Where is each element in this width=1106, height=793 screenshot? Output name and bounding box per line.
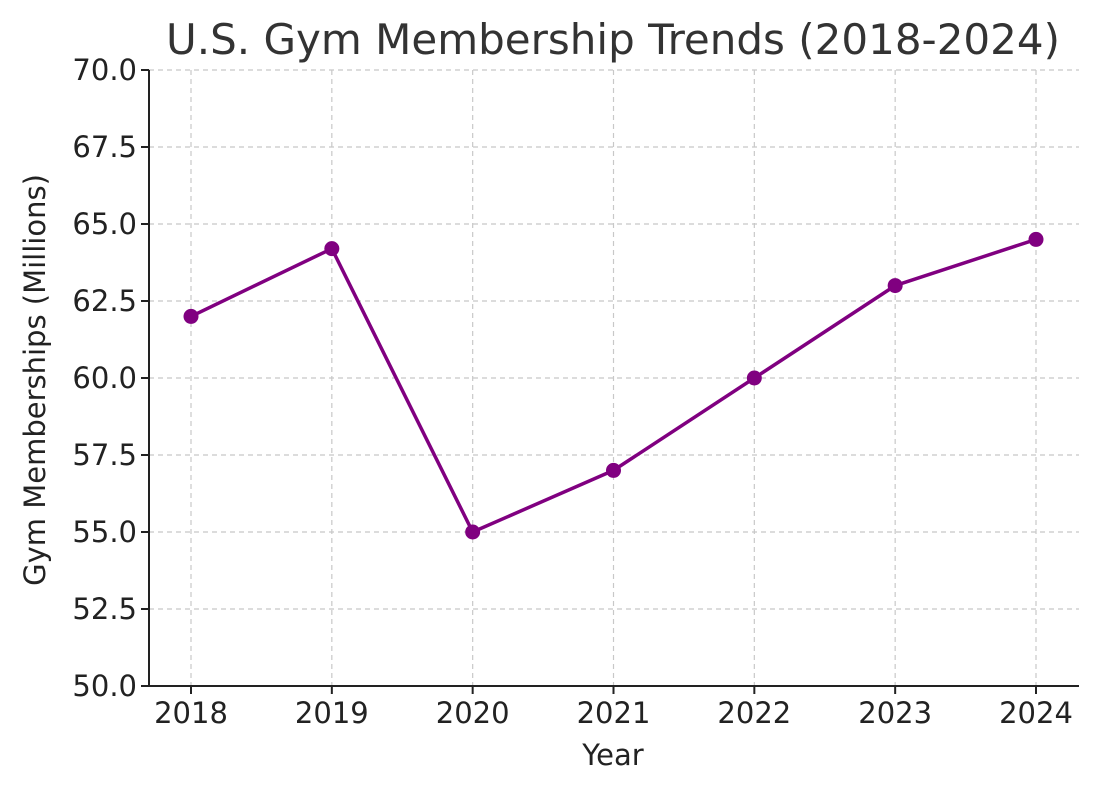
data-point-2021 (606, 462, 621, 478)
data-point-2020 (465, 524, 481, 540)
gridlines (149, 69, 1079, 687)
x-tick-label: 2021 (577, 696, 651, 730)
y-axis-label: Gym Memberships (Millions) (18, 174, 52, 586)
x-tick-label: 2020 (436, 696, 510, 730)
y-tick-label: 55.0 (72, 515, 137, 549)
y-axis-ticks: 50.0 52.5 55.0 57.5 60.0 62.5 65.0 67.5 70.0 (72, 53, 149, 703)
data-point-2018 (183, 308, 199, 324)
x-axis-label: Year (581, 738, 643, 772)
data-point-2022 (746, 370, 762, 386)
y-tick-label: 57.5 (72, 438, 137, 472)
data-point-2023 (887, 278, 903, 294)
x-tick-label: 2019 (295, 696, 369, 730)
y-tick-label: 52.5 (72, 592, 137, 626)
data-point-2024 (1028, 231, 1044, 247)
y-tick-label: 62.5 (72, 284, 137, 318)
data-point-2019 (324, 241, 340, 257)
y-tick-label: 50.0 (72, 669, 137, 703)
x-tick-label: 2022 (717, 696, 791, 730)
x-axis-ticks: 2018 2019 2020 2021 2022 2023 2024 (154, 686, 1073, 730)
series-line-group (183, 231, 1044, 540)
chart-title: U.S. Gym Membership Trends (2018-2024) (166, 15, 1060, 64)
y-tick-label: 60.0 (72, 361, 137, 395)
y-tick-label: 70.0 (72, 53, 137, 87)
y-tick-label: 65.0 (72, 207, 137, 241)
y-tick-label: 67.5 (72, 130, 137, 164)
x-tick-label: 2024 (999, 696, 1073, 730)
x-tick-label: 2018 (154, 696, 228, 730)
x-tick-label: 2023 (858, 696, 932, 730)
